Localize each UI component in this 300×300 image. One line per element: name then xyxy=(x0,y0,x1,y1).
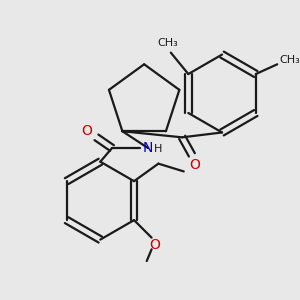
Text: CH₃: CH₃ xyxy=(280,56,300,65)
Text: CH₃: CH₃ xyxy=(158,38,178,48)
Text: H: H xyxy=(154,144,162,154)
Text: O: O xyxy=(81,124,92,137)
Text: O: O xyxy=(189,158,200,172)
Text: O: O xyxy=(149,238,160,252)
Text: N: N xyxy=(143,141,153,155)
